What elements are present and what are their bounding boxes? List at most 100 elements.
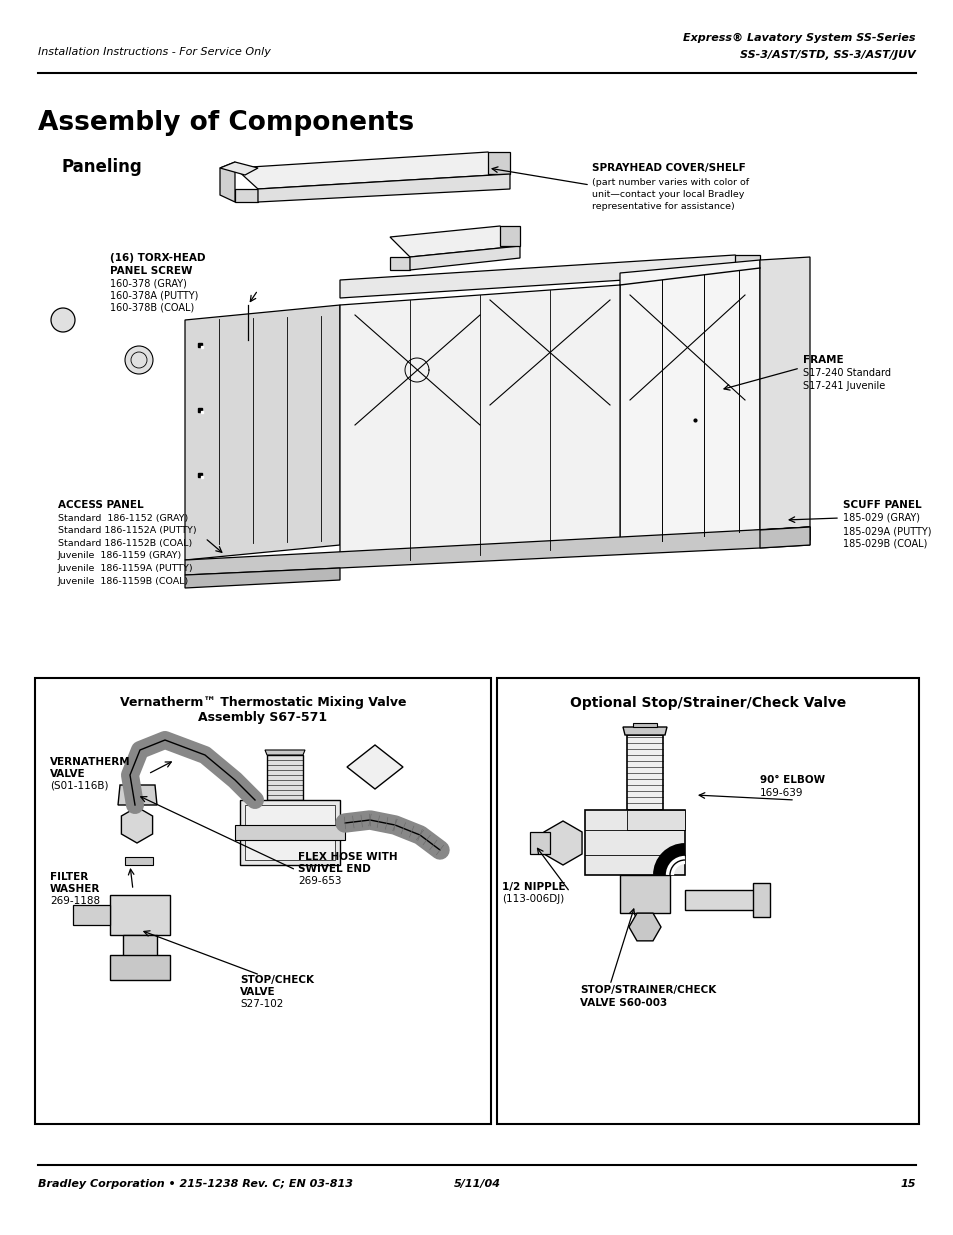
Text: Juvenile  186-1159 (GRAY): Juvenile 186-1159 (GRAY) bbox=[58, 552, 182, 561]
Circle shape bbox=[125, 346, 152, 374]
Text: (113-006DJ): (113-006DJ) bbox=[501, 894, 563, 904]
Text: S17-241 Juvenile: S17-241 Juvenile bbox=[802, 382, 884, 391]
Text: SPRAYHEAD COVER/SHELF: SPRAYHEAD COVER/SHELF bbox=[592, 163, 745, 173]
Polygon shape bbox=[185, 568, 339, 588]
Text: Juvenile  186-1159A (PUTTY): Juvenile 186-1159A (PUTTY) bbox=[58, 564, 193, 573]
Text: 185-029 (GRAY): 185-029 (GRAY) bbox=[842, 513, 919, 522]
Text: 160-378A (PUTTY): 160-378A (PUTTY) bbox=[110, 291, 198, 301]
Polygon shape bbox=[220, 162, 234, 203]
Text: STOP/STRAINER/CHECK: STOP/STRAINER/CHECK bbox=[579, 986, 716, 995]
Polygon shape bbox=[339, 285, 619, 564]
Text: Standard  186-1152 (GRAY): Standard 186-1152 (GRAY) bbox=[58, 514, 188, 522]
Text: Standard 186-1152B (COAL): Standard 186-1152B (COAL) bbox=[58, 538, 193, 548]
Text: 269-653: 269-653 bbox=[297, 876, 341, 885]
Polygon shape bbox=[760, 527, 809, 543]
Polygon shape bbox=[619, 876, 669, 913]
Polygon shape bbox=[752, 883, 769, 918]
Bar bbox=[497, 678, 918, 1124]
Polygon shape bbox=[257, 174, 510, 203]
Polygon shape bbox=[265, 750, 305, 755]
Polygon shape bbox=[410, 246, 519, 270]
Polygon shape bbox=[734, 254, 760, 268]
Polygon shape bbox=[121, 806, 152, 844]
Text: 5/11/04: 5/11/04 bbox=[453, 1179, 500, 1189]
Polygon shape bbox=[390, 257, 410, 270]
Text: SCUFF PANEL: SCUFF PANEL bbox=[842, 500, 921, 510]
Text: Assembly of Components: Assembly of Components bbox=[38, 110, 414, 136]
Text: 160-378B (COAL): 160-378B (COAL) bbox=[110, 303, 194, 312]
Text: ACCESS PANEL: ACCESS PANEL bbox=[58, 500, 144, 510]
Polygon shape bbox=[628, 913, 660, 941]
Text: VALVE S60-003: VALVE S60-003 bbox=[579, 998, 666, 1008]
Polygon shape bbox=[684, 890, 754, 910]
Text: S17-240 Standard: S17-240 Standard bbox=[802, 368, 890, 378]
Polygon shape bbox=[234, 152, 510, 189]
Polygon shape bbox=[234, 189, 257, 203]
Text: FLEX HOSE WITH: FLEX HOSE WITH bbox=[297, 852, 397, 862]
Polygon shape bbox=[543, 821, 581, 864]
Text: Standard 186-1152A (PUTTY): Standard 186-1152A (PUTTY) bbox=[58, 526, 196, 536]
Polygon shape bbox=[123, 935, 157, 960]
Polygon shape bbox=[339, 254, 760, 298]
Polygon shape bbox=[499, 226, 519, 246]
Text: Installation Instructions - For Service Only: Installation Instructions - For Service … bbox=[38, 47, 271, 57]
Polygon shape bbox=[347, 745, 402, 789]
Text: Vernatherm™ Thermostatic Mixing Valve: Vernatherm™ Thermostatic Mixing Valve bbox=[120, 697, 406, 709]
Circle shape bbox=[637, 505, 652, 521]
Text: 15: 15 bbox=[900, 1179, 915, 1189]
Circle shape bbox=[750, 324, 774, 347]
Text: 90° ELBOW: 90° ELBOW bbox=[760, 776, 824, 785]
Polygon shape bbox=[619, 261, 760, 543]
Text: Paneling: Paneling bbox=[62, 158, 143, 177]
Polygon shape bbox=[185, 527, 809, 576]
Text: VALVE: VALVE bbox=[50, 769, 86, 779]
Polygon shape bbox=[185, 305, 339, 559]
Text: 185-029A (PUTTY): 185-029A (PUTTY) bbox=[842, 526, 930, 536]
Text: (16) TORX-HEAD: (16) TORX-HEAD bbox=[110, 253, 205, 263]
Polygon shape bbox=[118, 785, 157, 805]
Text: WASHER: WASHER bbox=[50, 884, 100, 894]
Text: Express® Lavatory System SS-Series: Express® Lavatory System SS-Series bbox=[682, 33, 915, 43]
Text: FILTER: FILTER bbox=[50, 872, 89, 882]
Text: Bradley Corporation • 215-1238 Rev. C; EN 03-813: Bradley Corporation • 215-1238 Rev. C; E… bbox=[38, 1179, 353, 1189]
Text: 169-639: 169-639 bbox=[760, 788, 802, 798]
Text: Assembly S67-571: Assembly S67-571 bbox=[198, 711, 327, 724]
Text: 160-378 (GRAY): 160-378 (GRAY) bbox=[110, 279, 187, 289]
Polygon shape bbox=[760, 527, 809, 548]
Text: VALVE: VALVE bbox=[240, 987, 275, 997]
Polygon shape bbox=[633, 722, 657, 727]
Text: SWIVEL END: SWIVEL END bbox=[297, 864, 371, 874]
Circle shape bbox=[51, 308, 75, 332]
Polygon shape bbox=[390, 226, 519, 257]
Text: Optional Stop/Strainer/Check Valve: Optional Stop/Strainer/Check Valve bbox=[569, 697, 845, 710]
Text: 269-1188: 269-1188 bbox=[50, 897, 100, 906]
Polygon shape bbox=[220, 162, 257, 175]
Polygon shape bbox=[488, 152, 510, 174]
Text: PANEL SCREW: PANEL SCREW bbox=[110, 266, 193, 275]
Polygon shape bbox=[240, 800, 339, 864]
Polygon shape bbox=[125, 857, 152, 864]
Text: VERNATHERM: VERNATHERM bbox=[50, 757, 131, 767]
Text: (S01-116B): (S01-116B) bbox=[50, 781, 109, 790]
Polygon shape bbox=[234, 825, 345, 840]
Bar bbox=[35, 678, 491, 1124]
Text: 185-029B (COAL): 185-029B (COAL) bbox=[842, 538, 926, 550]
Polygon shape bbox=[584, 810, 684, 876]
Text: S27-102: S27-102 bbox=[240, 999, 283, 1009]
Text: STOP/CHECK: STOP/CHECK bbox=[240, 974, 314, 986]
Polygon shape bbox=[110, 895, 170, 935]
Text: (part number varies with color of
unit—contact your local Bradley
representative: (part number varies with color of unit—c… bbox=[592, 178, 748, 211]
Polygon shape bbox=[760, 257, 809, 530]
Polygon shape bbox=[530, 832, 550, 853]
Polygon shape bbox=[626, 810, 684, 830]
Polygon shape bbox=[73, 905, 110, 925]
Polygon shape bbox=[622, 727, 666, 735]
Text: Juvenile  186-1159B (COAL): Juvenile 186-1159B (COAL) bbox=[58, 577, 189, 585]
Polygon shape bbox=[267, 755, 303, 800]
Text: SS-3/AST/STD, SS-3/AST/JUV: SS-3/AST/STD, SS-3/AST/JUV bbox=[740, 49, 915, 61]
Text: 1/2 NIPPLE: 1/2 NIPPLE bbox=[501, 882, 565, 892]
Text: FRAME: FRAME bbox=[802, 354, 842, 366]
Polygon shape bbox=[626, 735, 662, 810]
Polygon shape bbox=[245, 805, 335, 860]
Polygon shape bbox=[110, 955, 170, 981]
